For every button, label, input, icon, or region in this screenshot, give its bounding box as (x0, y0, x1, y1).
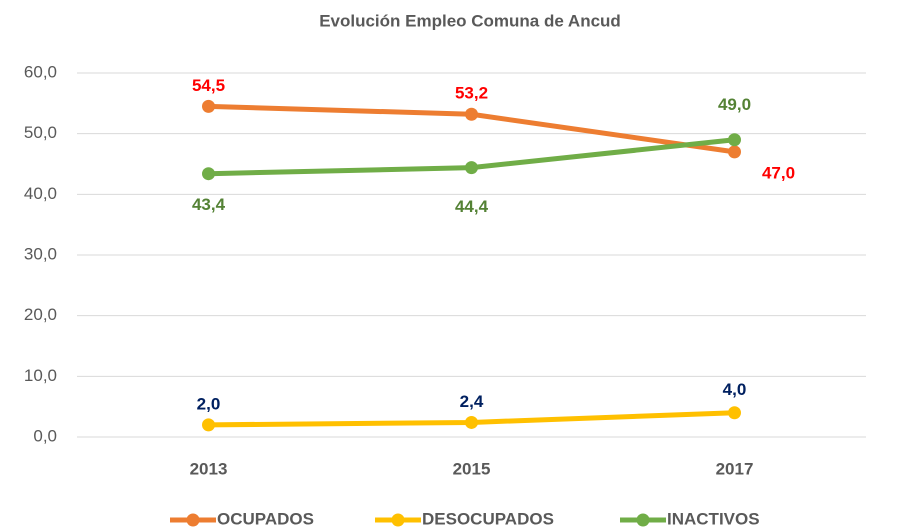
y-tick-label: 30,0 (24, 244, 57, 263)
legend-marker (636, 513, 650, 527)
data-label: 44,4 (455, 197, 489, 216)
point (728, 133, 741, 147)
y-tick-label: 20,0 (24, 305, 57, 324)
point (465, 415, 478, 429)
data-label: 49,0 (718, 95, 751, 114)
point (465, 161, 478, 175)
point (202, 167, 215, 181)
chart-title: Evolución Empleo Comuna de Ancud (319, 11, 621, 30)
point (202, 99, 215, 113)
y-tick-label: 60,0 (24, 62, 57, 81)
y-tick-label: 40,0 (24, 184, 57, 203)
data-label: 53,2 (455, 84, 488, 103)
y-tick-label: 0,0 (33, 426, 57, 445)
x-tick-label: 2015 (453, 459, 491, 478)
point (728, 406, 741, 420)
data-label: 2,4 (460, 392, 484, 411)
legend-label: DESOCUPADOS (422, 509, 554, 528)
legend-label: INACTIVOS (667, 509, 760, 528)
data-label: 54,5 (192, 76, 225, 95)
legend-marker (186, 513, 200, 527)
legend-marker (391, 513, 405, 527)
data-label: 43,4 (192, 195, 226, 214)
y-tick-label: 50,0 (24, 123, 57, 142)
x-tick-label: 2017 (716, 459, 754, 478)
data-label: 47,0 (762, 163, 795, 182)
legend-label: OCUPADOS (217, 509, 314, 528)
y-tick-label: 10,0 (24, 366, 57, 385)
data-label: 4,0 (723, 380, 747, 399)
x-tick-label: 2013 (190, 459, 228, 478)
point (728, 145, 741, 159)
point (465, 107, 478, 121)
point (202, 418, 215, 432)
data-label: 2,0 (197, 394, 221, 413)
